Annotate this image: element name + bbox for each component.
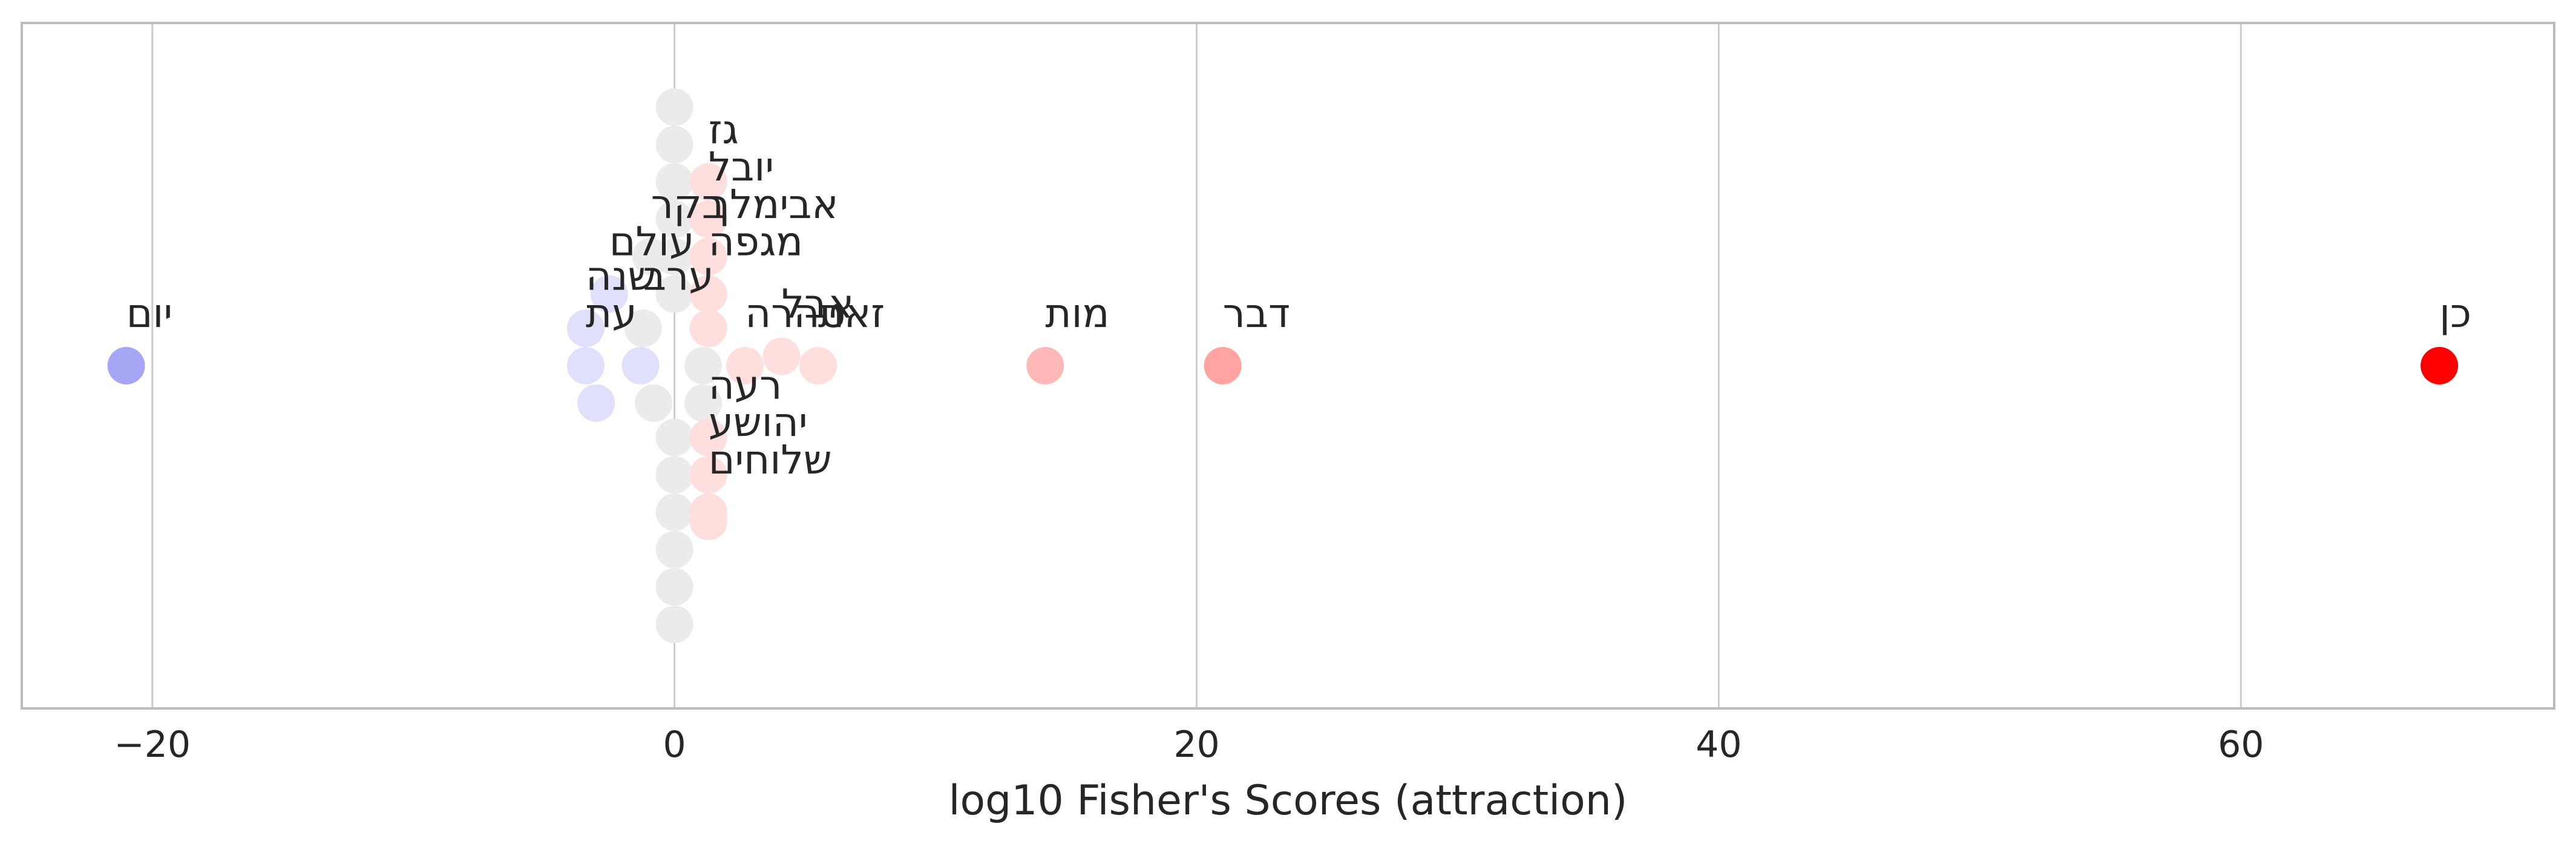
point-label: טהרה — [745, 290, 845, 337]
data-point — [2420, 347, 2459, 384]
data-point — [655, 456, 693, 494]
point-label: רעה — [709, 361, 782, 408]
x-tick-label: 20 — [1173, 724, 1219, 766]
point-label: שנה — [586, 252, 656, 299]
point-label: יובל — [709, 143, 774, 190]
data-point — [655, 530, 693, 569]
data-point — [632, 237, 670, 275]
data-point — [577, 384, 615, 422]
data-point — [1204, 347, 1242, 384]
data-point — [655, 275, 693, 313]
data-point — [689, 237, 727, 275]
data-point — [762, 337, 801, 375]
data-point — [689, 309, 727, 348]
data-point — [655, 493, 693, 531]
data-point — [799, 347, 837, 384]
data-point — [655, 163, 693, 201]
point-label: עולם — [609, 219, 695, 265]
data-point — [655, 88, 693, 126]
data-point — [655, 418, 693, 457]
plot-frame — [21, 22, 2555, 710]
point-label: ערב — [643, 252, 714, 299]
data-point — [566, 309, 605, 348]
data-point — [689, 456, 727, 494]
x-tick-label: −20 — [114, 724, 191, 766]
data-point — [655, 568, 693, 606]
data-points — [107, 88, 2459, 644]
data-point — [684, 347, 723, 384]
data-point — [684, 384, 723, 422]
point-label: גז — [709, 106, 739, 153]
x-tick-label: 0 — [663, 724, 686, 766]
data-point — [107, 347, 145, 384]
point-label: אבל — [782, 281, 854, 328]
x-tick-labels: −20 0 20 40 60 — [114, 724, 2264, 766]
point-label: יהושע — [709, 399, 808, 446]
data-point — [635, 384, 673, 422]
data-point — [655, 200, 693, 239]
point-label: שלוחים — [709, 437, 832, 483]
point-label: עת — [586, 290, 637, 337]
data-point — [655, 605, 693, 644]
point-label: כן — [2439, 290, 2471, 337]
data-point — [689, 163, 727, 201]
data-point — [689, 418, 727, 457]
data-point — [624, 309, 662, 348]
point-label: יום — [126, 290, 173, 337]
x-tick-label: 60 — [2218, 724, 2264, 766]
data-point — [1026, 347, 1064, 384]
x-axis-title: log10 Fisher's Scores (attraction) — [949, 777, 1628, 825]
point-label: מגפה — [709, 219, 803, 265]
point-label: בקר — [651, 181, 725, 228]
point-label: אבימלך — [709, 181, 839, 228]
data-point — [655, 125, 693, 163]
data-point — [726, 347, 764, 384]
data-point — [689, 275, 727, 313]
x-tick-label: 40 — [1696, 724, 1742, 766]
data-point — [689, 503, 727, 541]
point-label: דבר — [1223, 290, 1290, 337]
data-point — [566, 347, 605, 384]
data-point — [621, 347, 660, 384]
point-label: זאת — [818, 290, 885, 337]
point-label: מות — [1045, 290, 1109, 337]
data-point — [689, 200, 727, 239]
grid-lines — [151, 23, 2242, 708]
data-point — [590, 275, 628, 313]
